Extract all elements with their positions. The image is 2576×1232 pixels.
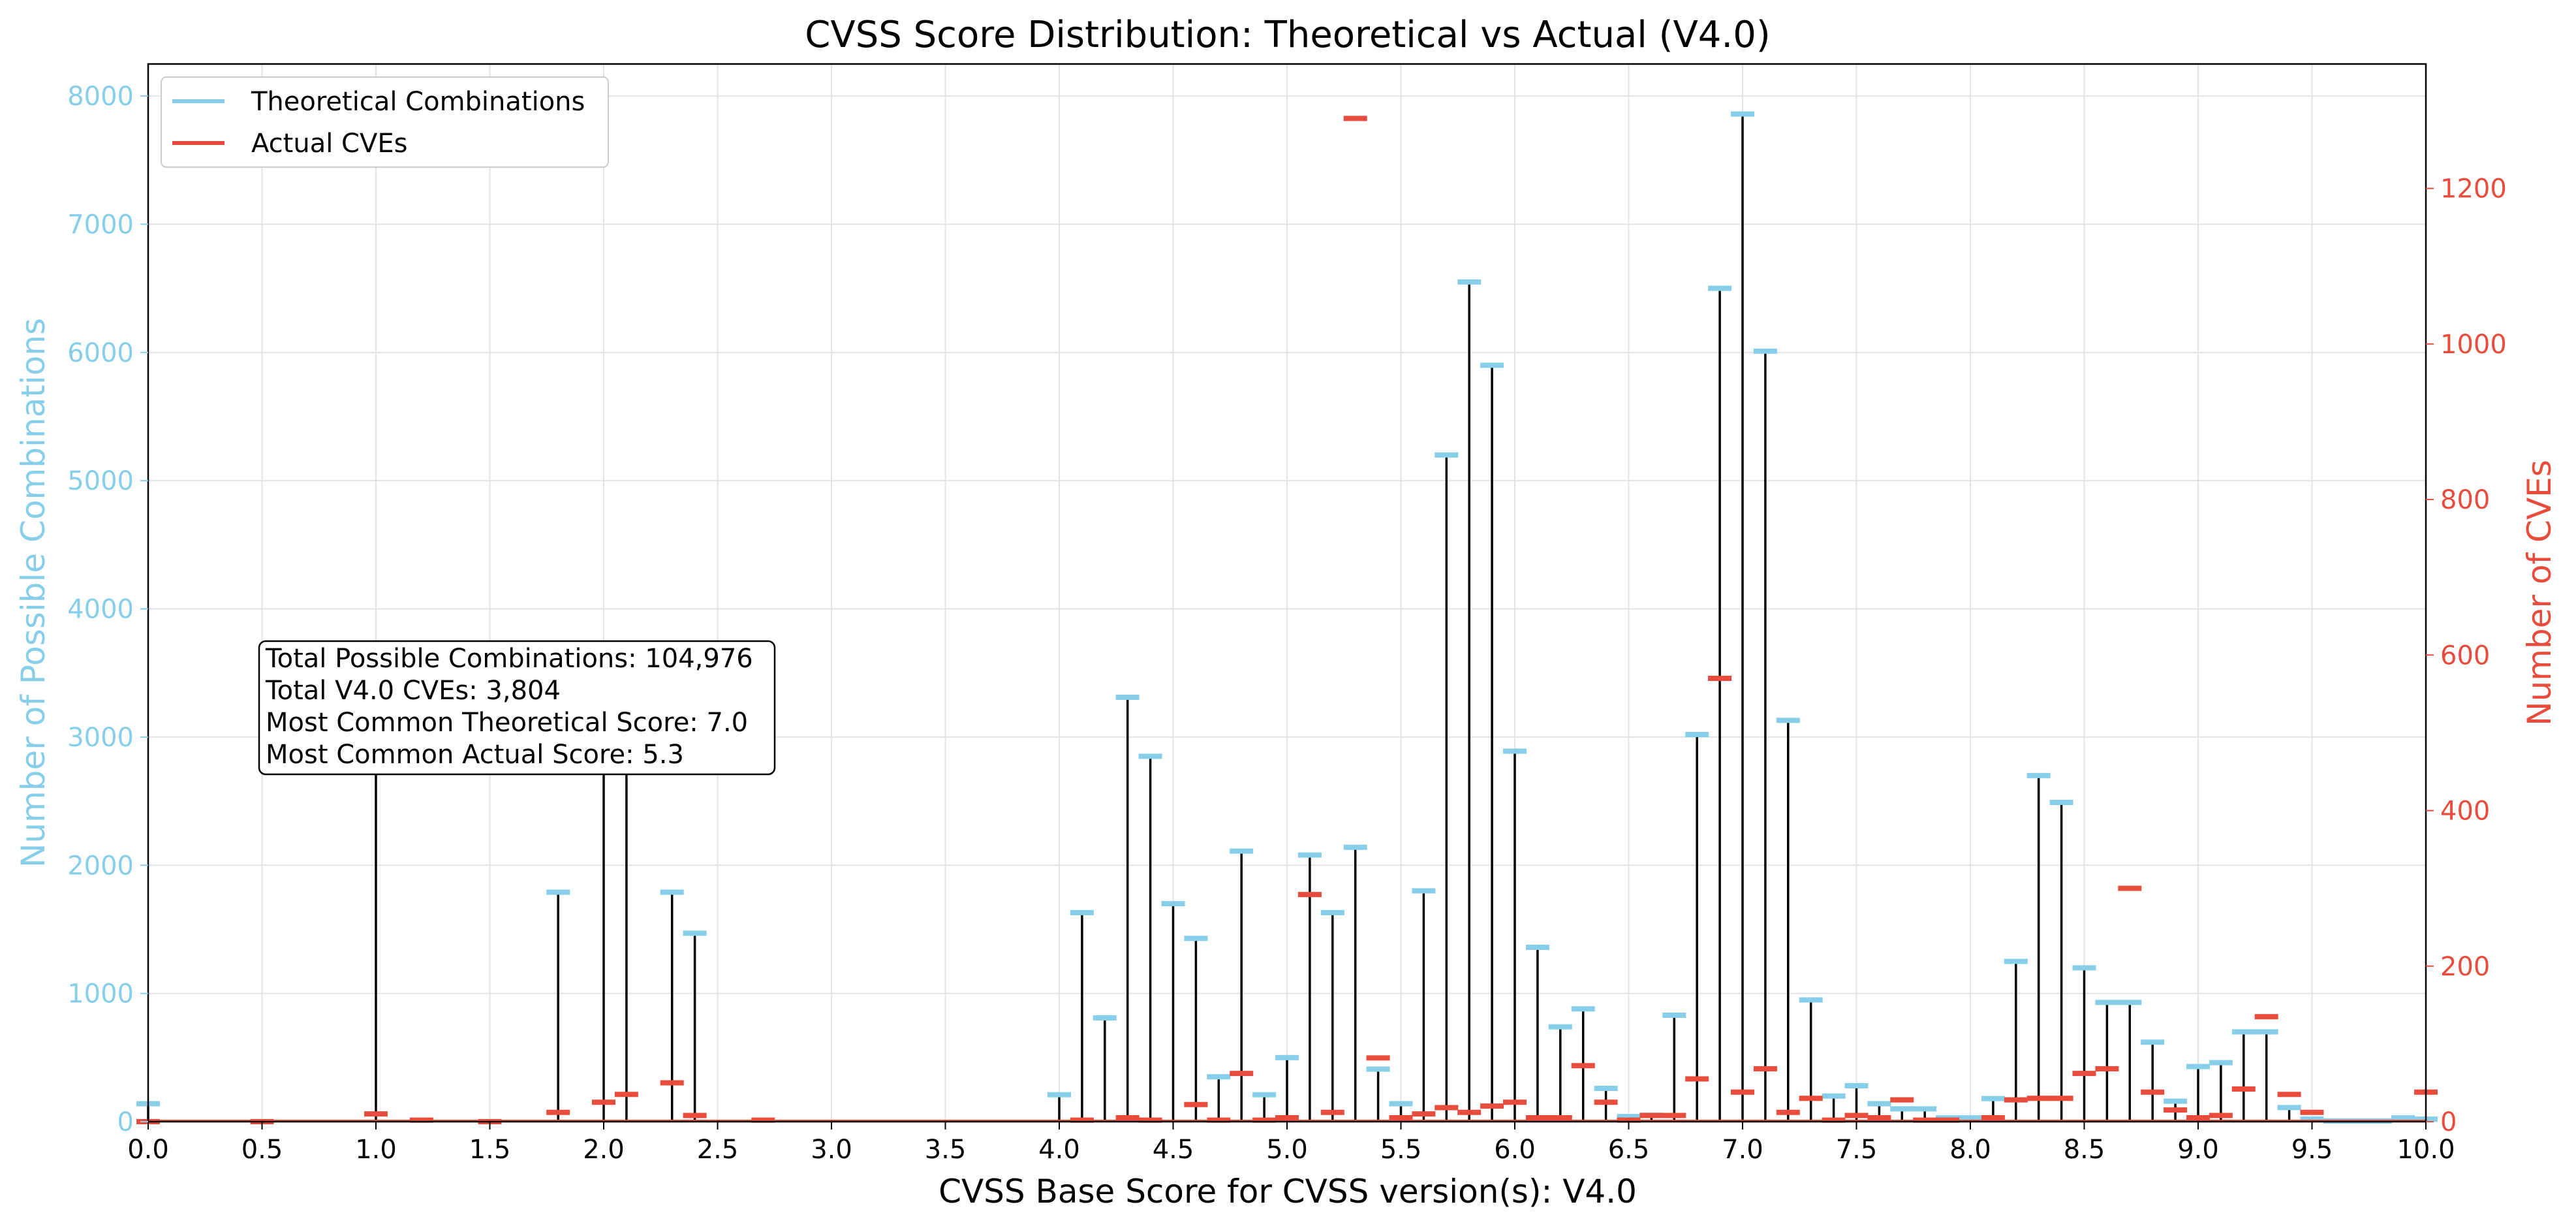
y-left-tick-label: 7000 bbox=[67, 210, 134, 240]
stats-line: Total Possible Combinations: 104,976 bbox=[265, 644, 753, 674]
x-tick-label: 1.0 bbox=[355, 1135, 397, 1165]
y-right-tick-label: 1000 bbox=[2440, 330, 2507, 360]
x-tick-label: 6.0 bbox=[1494, 1135, 1536, 1165]
stats-annotation: Total Possible Combinations: 104,976 Tot… bbox=[258, 640, 776, 776]
x-tick-label: 9.5 bbox=[2291, 1135, 2333, 1165]
x-tick-label: 10.0 bbox=[2397, 1135, 2455, 1165]
stats-line: Most Common Actual Score: 5.3 bbox=[266, 740, 684, 770]
x-tick-label: 8.5 bbox=[2064, 1135, 2105, 1165]
legend-box bbox=[161, 76, 609, 168]
x-tick-label: 9.0 bbox=[2177, 1135, 2219, 1165]
y-right-tick-label: 400 bbox=[2440, 797, 2490, 827]
x-tick-label: 5.5 bbox=[1380, 1135, 1422, 1165]
y-left-tick-label: 1000 bbox=[67, 979, 134, 1009]
x-tick-label: 2.5 bbox=[697, 1135, 739, 1165]
x-tick-label: 8.0 bbox=[1949, 1135, 1991, 1165]
x-tick-label: 7.5 bbox=[1836, 1135, 1878, 1165]
y-right-tick-label: 1200 bbox=[2440, 174, 2507, 204]
y-left-tick-label: 2000 bbox=[67, 851, 134, 881]
y-axis-left-label: Number of Possible Combinations bbox=[14, 318, 52, 868]
theoretical-markers bbox=[136, 111, 2438, 1124]
grid-lines bbox=[147, 64, 2427, 1122]
x-tick-label: 3.0 bbox=[811, 1135, 852, 1165]
y-left-tick-label: 4000 bbox=[67, 595, 134, 625]
x-tick-label: 7.0 bbox=[1722, 1135, 1763, 1165]
y-axis-right-ticks: 0 200 400 600 800 1000 1200 bbox=[2426, 174, 2507, 1137]
x-tick-label: 0.5 bbox=[241, 1135, 283, 1165]
chart-legend: Theoretical Combinations Actual CVEs bbox=[161, 76, 609, 168]
y-left-tick-label: 6000 bbox=[67, 338, 134, 368]
legend-label-actual: Actual CVEs bbox=[251, 129, 407, 159]
y-right-tick-label: 200 bbox=[2440, 952, 2490, 982]
stem-lines bbox=[147, 114, 2427, 1122]
y-axis-left-ticks: 0 1000 2000 3000 4000 5000 6000 7000 8000 bbox=[67, 82, 148, 1137]
y-right-tick-label: 0 bbox=[2440, 1107, 2457, 1137]
x-tick-label: 1.5 bbox=[469, 1135, 511, 1165]
x-tick-label: 5.0 bbox=[1266, 1135, 1308, 1165]
y-left-tick-label: 5000 bbox=[67, 466, 134, 496]
stats-line: Total V4.0 CVEs: 3,804 bbox=[265, 676, 561, 706]
x-tick-label: 0.0 bbox=[127, 1135, 169, 1165]
x-tick-label: 2.0 bbox=[583, 1135, 625, 1165]
x-tick-label: 6.5 bbox=[1608, 1135, 1650, 1165]
y-right-tick-label: 800 bbox=[2440, 485, 2490, 515]
x-axis-label: CVSS Base Score for CVSS version(s): V4.… bbox=[939, 1173, 1637, 1210]
x-tick-label: 4.0 bbox=[1038, 1135, 1080, 1165]
stats-box bbox=[258, 640, 776, 776]
x-tick-label: 4.5 bbox=[1153, 1135, 1194, 1165]
y-left-tick-label: 8000 bbox=[67, 82, 134, 112]
y-left-tick-label: 0 bbox=[117, 1107, 134, 1137]
stats-line: Most Common Theoretical Score: 7.0 bbox=[266, 708, 748, 738]
x-axis-ticks: 0.0 0.5 1.0 1.5 2.0 2.5 3.0 3.5 4.0 4.5 5.0 5.5 6.0 6… bbox=[127, 1122, 2455, 1165]
y-axis-right-label: Number of CVEs bbox=[2521, 460, 2558, 726]
chart-title: CVSS Score Distribution: Theoretical vs … bbox=[805, 14, 1770, 56]
legend-label-theoretical: Theoretical Combinations bbox=[251, 87, 585, 117]
y-left-tick-label: 3000 bbox=[67, 723, 134, 753]
x-tick-label: 3.5 bbox=[925, 1135, 967, 1165]
y-right-tick-label: 600 bbox=[2440, 640, 2490, 671]
